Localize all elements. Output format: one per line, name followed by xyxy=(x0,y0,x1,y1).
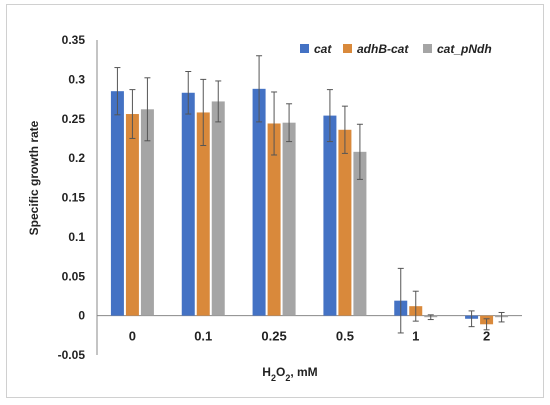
legend-swatch-cat_pNdh xyxy=(423,44,432,53)
y-tick-label: 0.35 xyxy=(62,33,86,47)
bar-adhB-cat-0.5 xyxy=(338,129,352,316)
x-tick-label: 0.25 xyxy=(261,329,286,344)
bar-cat_pNdh-0.5 xyxy=(353,151,367,316)
x-axis-title: H2O2, mM xyxy=(262,365,317,383)
y-axis-title: Specific growth rate xyxy=(27,120,41,235)
legend-label-cat: cat xyxy=(314,42,332,56)
y-tick-label: 0.2 xyxy=(68,151,85,165)
legend-swatch-adhB-cat xyxy=(343,44,352,53)
legend: cat adhB-cat cat_pNdh xyxy=(300,42,492,56)
bar-adhB-cat-0.1 xyxy=(196,112,210,316)
bar-cat-0 xyxy=(110,91,124,316)
legend-label-cat_pNdh: cat_pNdh xyxy=(437,42,492,56)
bar-adhB-cat-0 xyxy=(125,114,139,316)
bar-cat_pNdh-0.25 xyxy=(282,122,296,316)
bar-adhB-cat-0.25 xyxy=(267,123,281,316)
y-tick-label: 0.05 xyxy=(62,269,86,283)
bar-cat-0.5 xyxy=(323,115,337,316)
bar-cat-0.25 xyxy=(252,88,266,316)
x-tick-label: 0.5 xyxy=(336,329,354,344)
bar-cat_pNdh-0.1 xyxy=(211,101,225,316)
x-axis: 0 0.1 0.25 0.5 1 2 xyxy=(97,315,522,344)
y-tick-label: 0.15 xyxy=(62,191,86,205)
y-tick-label: 0 xyxy=(78,309,85,323)
bar-cat_pNdh-0 xyxy=(140,109,154,316)
x-tick-label: 1 xyxy=(412,329,419,344)
bar-cat-0.1 xyxy=(181,92,195,316)
x-tick-label: 2 xyxy=(483,329,490,344)
x-tick-label: 0 xyxy=(129,329,136,344)
x-tick-label: 0.1 xyxy=(194,329,212,344)
bars-layer xyxy=(110,88,509,325)
legend-label-adhB-cat: adhB-cat xyxy=(357,42,409,56)
error-bars-layer xyxy=(114,55,505,334)
legend-swatch-cat xyxy=(300,44,309,53)
y-tick-label: 0.3 xyxy=(68,72,85,86)
y-axis: -0.05 0 0.05 0.1 0.15 0.2 0.25 0.3 0.35 xyxy=(58,33,98,362)
y-tick-label: 0.25 xyxy=(62,112,86,126)
y-tick-label: 0.1 xyxy=(68,230,85,244)
y-tick-label: -0.05 xyxy=(58,348,86,362)
